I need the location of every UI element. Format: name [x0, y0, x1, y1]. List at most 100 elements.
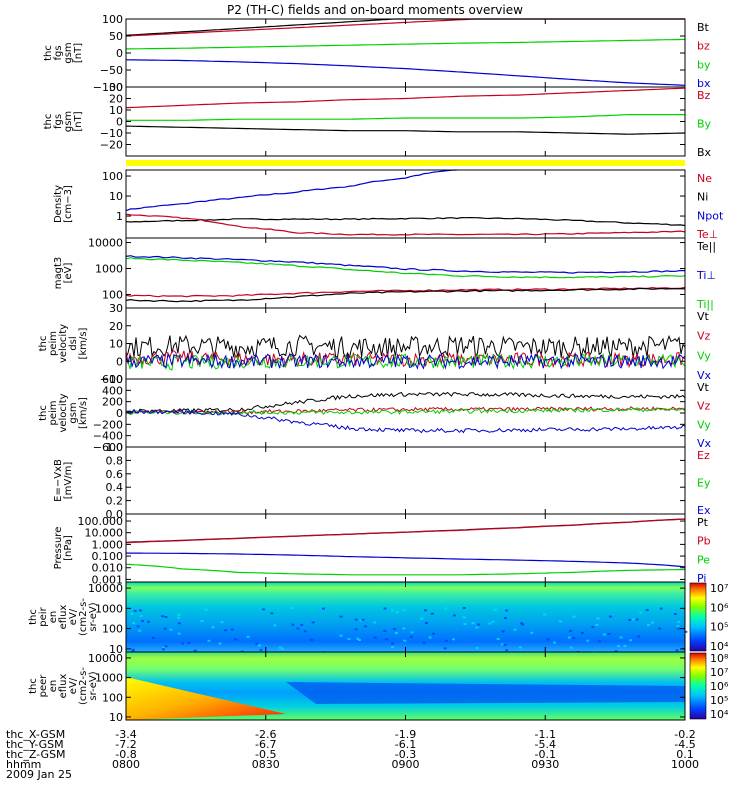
- panel-frame: [125, 307, 686, 380]
- spectrogram-pixel: [279, 646, 283, 649]
- spectrogram-pixel: [296, 627, 300, 630]
- colorbar-tick-label: 10⁵: [710, 621, 728, 634]
- figure-title: P2 (TH-C) fields and on-board moments ov…: [227, 3, 523, 17]
- y-axis-label-line: (cm2-s-: [78, 667, 89, 705]
- series-line-Te||: [125, 287, 686, 303]
- y-axis-label-line: eV/: [68, 677, 79, 694]
- panel-4: 10000 1000 100 magt3 [eV] Te|| Ti⊥ Ti||: [53, 237, 716, 311]
- y-tick-label: 0: [116, 116, 123, 129]
- spectrogram-pixel: [639, 611, 643, 614]
- legend-entry: bx: [697, 77, 711, 90]
- spectrogram-pixel: [392, 628, 396, 631]
- legend-entry: Vy: [697, 349, 711, 362]
- spectrogram-pixel: [553, 641, 556, 644]
- spectrogram-pixel: [356, 637, 360, 640]
- spectrogram-pixel: [339, 634, 343, 637]
- legend-entry: Ni: [697, 191, 708, 204]
- y-axis-label-line: [km/s]: [78, 397, 89, 429]
- y-tick-label: 0.010: [92, 562, 124, 575]
- spectrogram-pixel: [218, 642, 222, 645]
- spectrogram-pixel: [676, 627, 680, 630]
- y-axis-label-line: gsm: [63, 42, 74, 63]
- spectrogram-pixel: [161, 615, 165, 618]
- y-tick-label: 200: [102, 396, 123, 409]
- y-tick-label: 10: [109, 643, 123, 656]
- y-tick-label: 0: [116, 407, 123, 420]
- y-axis-label-line: en: [48, 611, 59, 624]
- legend-entry: Ez: [697, 449, 710, 462]
- spectrogram-pixel: [645, 609, 649, 612]
- spectrogram-pixel: [211, 626, 215, 629]
- spectrogram-pixel: [311, 621, 315, 624]
- y-axis-label-line: velocity: [58, 393, 69, 432]
- y-tick-label: 0.6: [106, 468, 124, 481]
- spectrogram-pixel: [595, 623, 599, 626]
- footer-tick-label: 0930: [531, 758, 559, 771]
- panel-frame: [125, 446, 686, 515]
- colorbar: [689, 652, 707, 720]
- y-tick-label: 10: [109, 190, 123, 203]
- footer-tick-label: -5.4: [535, 738, 556, 751]
- spectrogram-pixel: [475, 647, 479, 650]
- legend-entry: Vy: [697, 418, 711, 431]
- footer-row-label: thc_Y-GSM: [6, 738, 64, 751]
- y-axis-label-line: [cm−3]: [63, 185, 74, 223]
- spectrogram-pixel: [177, 622, 181, 625]
- spectrogram-pixel: [658, 627, 662, 630]
- y-tick-label: 0: [116, 47, 123, 60]
- spectrogram-pixel: [503, 643, 507, 646]
- spectrogram-pixel: [617, 645, 620, 648]
- footer-tick-label: -0.8: [115, 748, 136, 761]
- spectrogram-pixel: [177, 632, 181, 635]
- spectrogram-pixel: [462, 607, 466, 609]
- spectrogram-pixel: [310, 638, 314, 641]
- spectrogram-pixel: [322, 607, 325, 610]
- y-tick-label: 1000: [95, 602, 123, 615]
- footer-tick-label: -6.1: [395, 738, 416, 751]
- spectrogram-pixel: [207, 639, 211, 642]
- spectrogram-pixel: [591, 626, 595, 629]
- footer-tick-label: 0800: [112, 758, 140, 771]
- series-line-Pe: [125, 563, 686, 576]
- y-tick-label: 0.8: [106, 454, 124, 467]
- spectrogram-pixel: [290, 607, 294, 609]
- y-axis-label-line: thc: [28, 609, 39, 625]
- y-axis-label-line: peim: [48, 331, 59, 356]
- y-axis-label-line: peer: [38, 674, 49, 698]
- y-tick-label: 100: [102, 691, 123, 704]
- legend-entry: Bt: [697, 21, 710, 34]
- colorbar-tick-label: 10⁶: [710, 680, 729, 693]
- spectrogram-pixel: [402, 627, 406, 630]
- y-tick-label: 10.000: [85, 527, 124, 540]
- y-tick-label: −600: [93, 441, 123, 454]
- footer-row-label: thc_Z-GSM: [6, 748, 66, 761]
- spectrogram-pixel: [463, 623, 467, 625]
- y-axis-label-line: gsm: [63, 111, 74, 132]
- series-line-Ne: [125, 213, 686, 236]
- y-tick-label: 100: [102, 623, 123, 636]
- spectrogram-pixel: [363, 625, 367, 628]
- spectrogram-pixel: [230, 628, 234, 631]
- legend-entry: Vz: [697, 330, 711, 343]
- series-line-Ni: [125, 216, 686, 227]
- spectrogram-pixel: [303, 630, 307, 633]
- spectrogram-pixel: [291, 623, 295, 626]
- colorbar: [689, 582, 707, 652]
- colorbar-tick-label: 10⁷: [710, 582, 728, 595]
- spectrogram-pixel: [131, 649, 135, 652]
- spectrogram-pixel: [138, 609, 142, 612]
- spectrogram-pixel: [394, 632, 398, 634]
- y-axis-label-line: gsm: [68, 402, 79, 423]
- footer-tick-label: -1.1: [535, 728, 556, 741]
- y-tick-label: 0.4: [106, 481, 124, 494]
- legend-entry: by: [697, 58, 711, 71]
- legend-entry: Vt: [697, 381, 710, 394]
- legend-entry: Vz: [697, 400, 711, 413]
- spectrogram-pixel: [409, 635, 413, 638]
- footer-tick-label: 1000: [671, 758, 699, 771]
- spectrogram-pixel: [684, 630, 688, 633]
- footer-tick-label: -0.2: [674, 728, 695, 741]
- y-tick-label: 30: [109, 302, 123, 315]
- y-axis-label-line: [km/s]: [78, 327, 89, 359]
